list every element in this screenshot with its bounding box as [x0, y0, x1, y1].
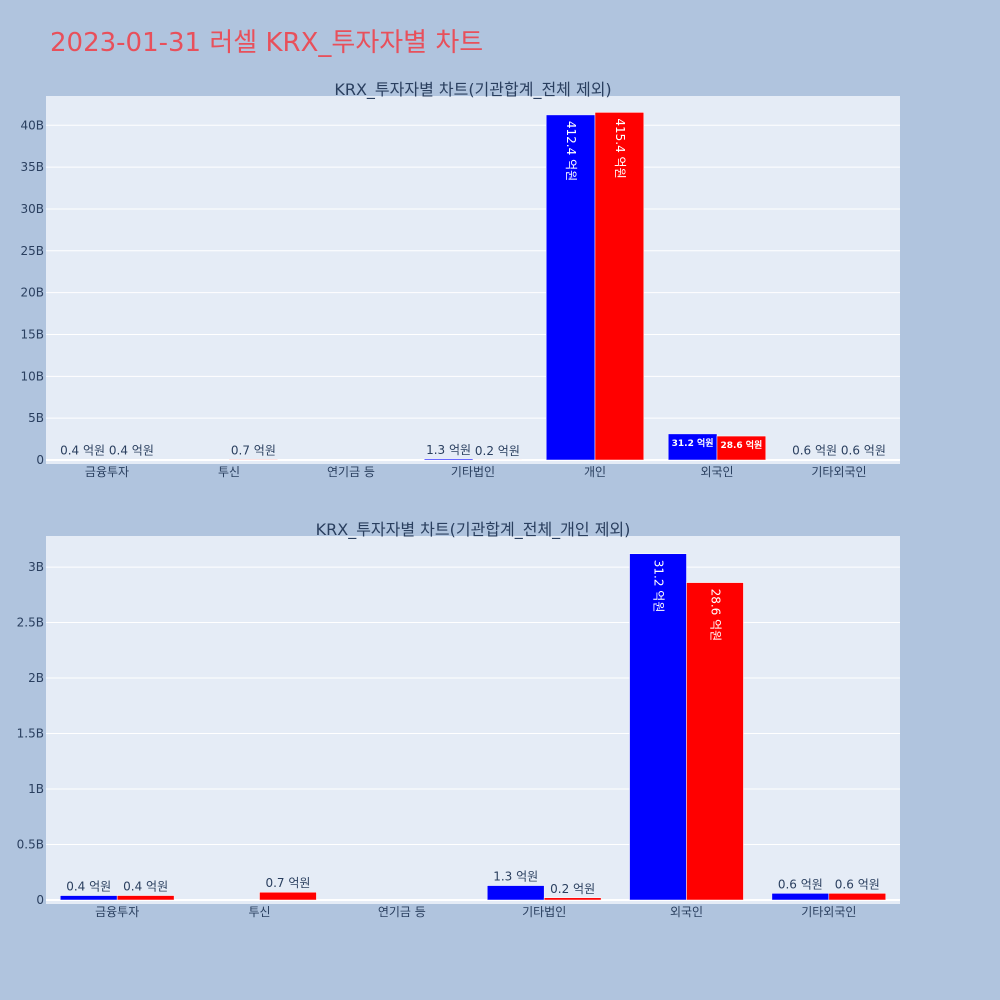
y-tick-label: 40B: [20, 118, 44, 132]
x-tick-label: 연기금 등: [378, 905, 426, 919]
x-tick-label: 기타법인: [451, 465, 495, 479]
bar-기타법인-1: [543, 897, 602, 901]
y-tick-label: 0: [36, 893, 44, 907]
y-tick-label: 35B: [20, 160, 44, 174]
x-tick-label: 외국인: [670, 905, 703, 919]
y-tick-label: 0.5B: [17, 838, 44, 852]
y-tick-label: 20B: [20, 286, 44, 300]
top-bar-chart: KRX_투자자별 차트(기관합계_전체 제외) 0 5B 10B 15B 20B 25B 3…: [20, 80, 900, 479]
bar-금융투자-1: [116, 895, 175, 901]
y-tick-label: 2B: [28, 671, 44, 685]
x-tick-label: 투신: [248, 905, 270, 919]
bar-투신-1: [228, 459, 279, 461]
data-label: 0.6 억원: [792, 443, 837, 457]
data-label: 0.6 억원: [835, 877, 880, 891]
y-tick-label: 5B: [28, 411, 44, 425]
y-tick-label: 1B: [28, 782, 44, 796]
data-label: 1.3 억원: [493, 870, 538, 884]
bar-외국인-0: [667, 433, 718, 461]
y-tick-label: 15B: [20, 327, 44, 341]
data-label: 0.6 억원: [841, 443, 886, 457]
bar-외국인-0: [629, 553, 687, 901]
bar-투신-1: [259, 891, 317, 901]
x-tick-label: 금융투자: [85, 465, 129, 479]
page-title: 2023-01-31 러셀 KRX_투자자별 차트: [50, 28, 484, 58]
x-tick-label: 금융투자: [95, 905, 139, 919]
data-label: 28.6 억원: [708, 589, 722, 642]
x-tick-label: 기타외국인: [801, 905, 856, 919]
data-label: 412.4 억원: [564, 121, 578, 181]
data-label: 31.2 억원: [652, 560, 666, 613]
data-label: 0.4 억원: [60, 444, 105, 458]
bar-개인-1: [594, 112, 645, 461]
x-tick-label: 투신: [218, 465, 240, 479]
data-label: 28.6 억원: [720, 439, 762, 451]
chart-title: KRX_투자자별 차트(기관합계_전체 제외): [334, 80, 611, 100]
bar-기타외국인-0: [771, 893, 830, 901]
bar-기타외국인-1: [838, 459, 889, 461]
bar-외국인-1: [716, 435, 767, 461]
y-tick-label: 10B: [20, 369, 44, 383]
y-tick-label: 30B: [20, 202, 44, 216]
x-tick-label: 기타법인: [522, 905, 566, 919]
bar-외국인-1: [686, 582, 744, 901]
data-label: 0.6 억원: [778, 877, 823, 891]
data-label: 0.2 억원: [475, 444, 520, 458]
bottom-bar-chart: KRX_투자자별 차트(기관합계_전체_개인 제외) 0 0.5B 1B 1.5B 2B…: [17, 520, 900, 919]
x-tick-label: 외국인: [700, 465, 733, 479]
y-tick-label: 1.5B: [17, 727, 44, 741]
chart-title: KRX_투자자별 차트(기관합계_전체_개인 제외): [316, 520, 631, 540]
x-tick-label: 기타외국인: [811, 465, 866, 479]
data-label: 1.3 억원: [426, 443, 471, 457]
plot-area: [46, 536, 900, 904]
data-label: 0.7 억원: [231, 443, 276, 457]
plot-area: [46, 96, 900, 464]
y-tick-label: 3B: [28, 560, 44, 574]
bar-금융투자-0: [59, 895, 118, 901]
data-label: 0.7 억원: [265, 876, 310, 890]
data-label: 0.4 억원: [109, 444, 154, 458]
data-label: 0.4 억원: [123, 880, 168, 894]
bar-기타외국인-0: [789, 459, 840, 461]
data-label: 0.2 억원: [550, 882, 595, 896]
data-label: 0.4 억원: [66, 880, 111, 894]
data-label: 415.4 억원: [613, 118, 627, 178]
bar-기타법인-0: [423, 458, 474, 461]
x-tick-label: 개인: [584, 465, 606, 479]
y-tick-label: 25B: [20, 244, 44, 258]
y-tick-label: 0: [36, 453, 44, 467]
y-tick-label: 2.5B: [17, 616, 44, 630]
x-tick-label: 연기금 등: [327, 465, 375, 479]
data-label: 31.2 억원: [672, 437, 714, 449]
bar-개인-0: [545, 114, 596, 461]
bar-기타법인-0: [486, 885, 545, 901]
bar-기타외국인-1: [828, 893, 887, 901]
